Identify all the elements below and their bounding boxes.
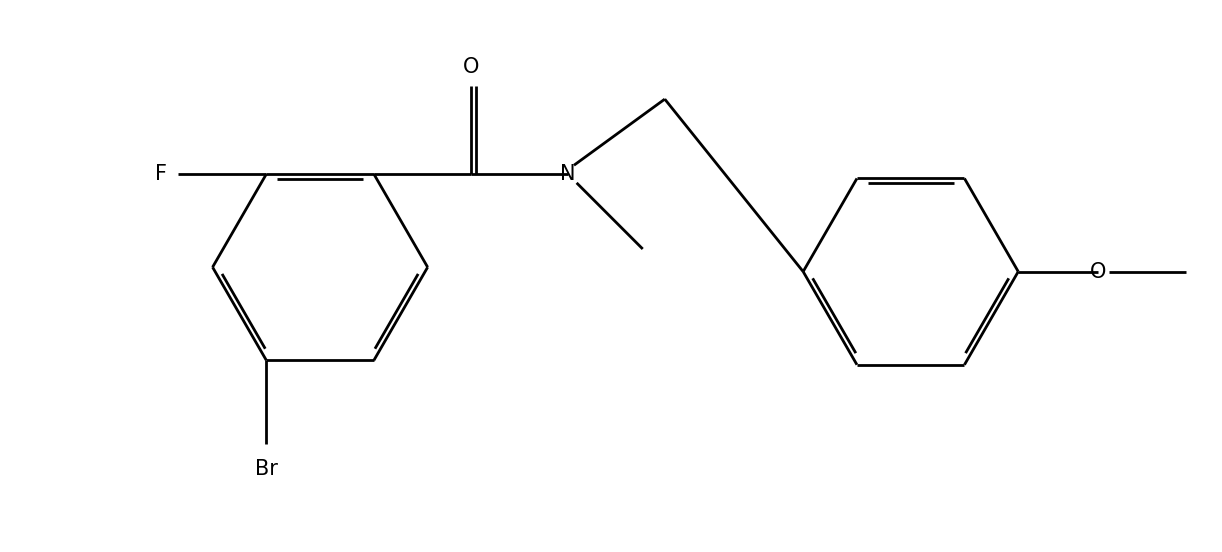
Text: F: F [154,164,166,184]
Text: O: O [1089,262,1106,282]
Text: Br: Br [255,459,277,479]
Text: O: O [463,56,479,77]
Text: N: N [560,164,576,184]
